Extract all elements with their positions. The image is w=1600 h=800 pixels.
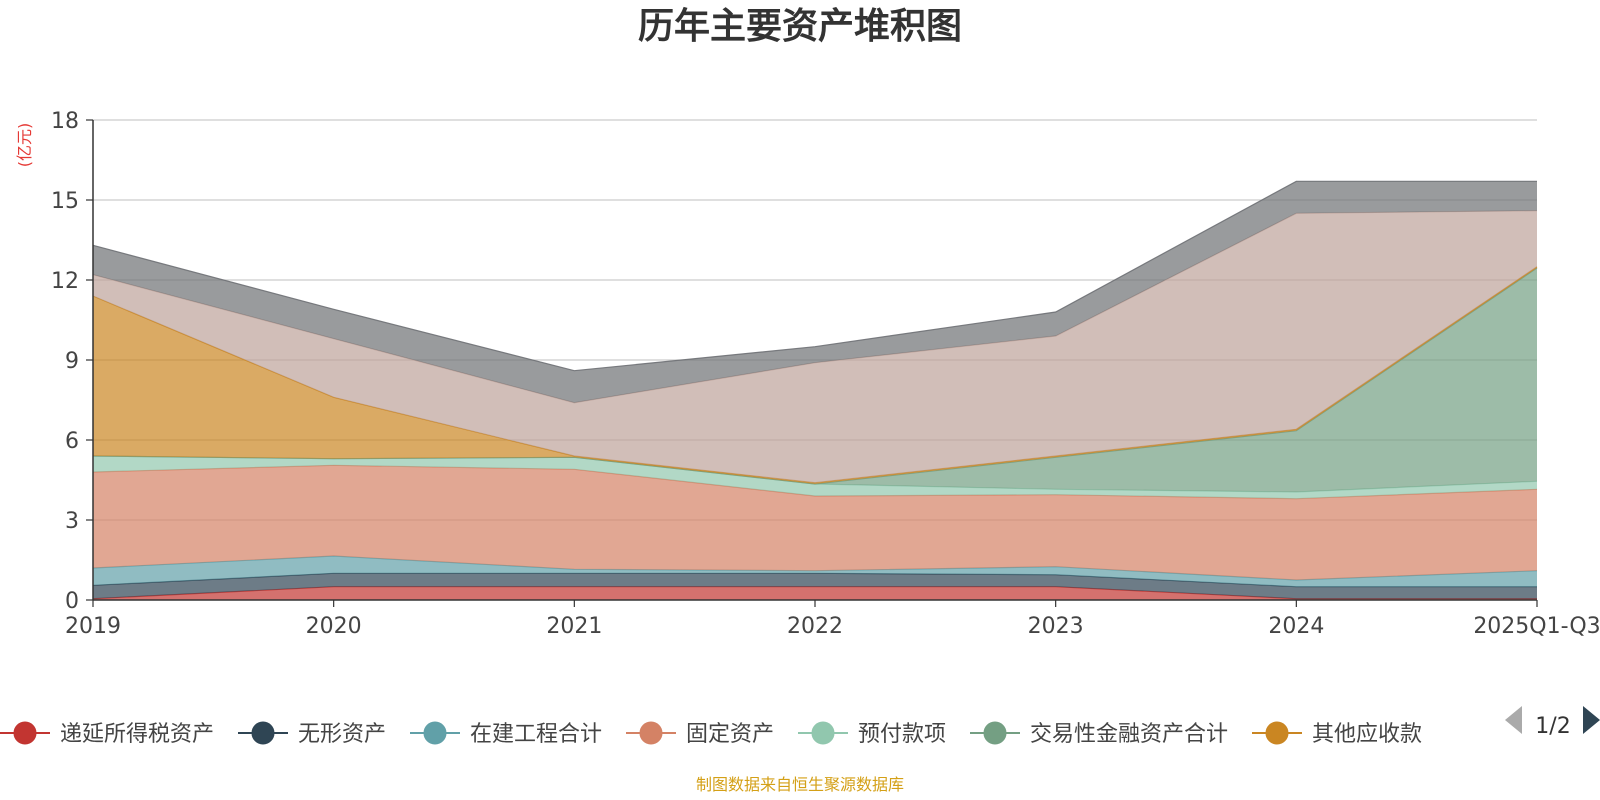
legend-item-1[interactable]: 递延所得税资产 xyxy=(0,721,214,747)
area-series-1[interactable] xyxy=(93,586,1537,600)
x-tick-label: 2023 xyxy=(1028,614,1084,639)
legend-label: 预付款项 xyxy=(858,722,946,747)
y-tick-label: 3 xyxy=(65,509,79,534)
axis-layer: 0 3 6 9 12 15 18 2019 2020 2021 2022 2023 2024 2025Q1… xyxy=(51,109,1600,639)
chart-title: 历年主要资产堆积图 xyxy=(638,6,962,47)
legend-label: 其他应收款 xyxy=(1312,722,1422,747)
area-series-2[interactable] xyxy=(93,573,1537,599)
area-series-8[interactable] xyxy=(93,210,1537,483)
legend-item-6[interactable]: 交易性金融资产合计 xyxy=(970,721,1228,747)
data-source-note: 制图数据来自恒生聚源数据库 xyxy=(696,775,904,794)
area-series-6[interactable] xyxy=(93,268,1537,492)
legend-page-indicator: 1/2 xyxy=(1535,714,1570,739)
area-layer xyxy=(92,180,1538,600)
x-tick-label: 2021 xyxy=(546,614,602,639)
legend-label: 在建工程合计 xyxy=(470,722,602,747)
y-axis-unit: (亿元) xyxy=(15,123,34,168)
y-tick-label: 0 xyxy=(65,589,79,614)
x-tick-label: 2025Q1-Q3 xyxy=(1473,614,1600,639)
area-series-3[interactable] xyxy=(93,556,1537,587)
legend-marker-icon xyxy=(983,721,1007,745)
area-series-5[interactable] xyxy=(93,456,1537,499)
next-page-icon[interactable] xyxy=(1583,706,1600,734)
area-series-4[interactable] xyxy=(93,465,1537,580)
legend-marker-icon xyxy=(1265,721,1289,745)
area-series-9[interactable] xyxy=(93,181,1537,403)
legend-label: 固定资产 xyxy=(686,722,774,747)
legend-label: 无形资产 xyxy=(298,722,386,747)
legend-marker-icon xyxy=(639,721,663,745)
x-tick-label: 2022 xyxy=(787,614,843,639)
legend-item-7[interactable]: 其他应收款 xyxy=(1252,721,1422,747)
legend-item-2[interactable]: 无形资产 xyxy=(238,721,386,747)
legend-item-4[interactable]: 固定资产 xyxy=(626,721,774,747)
legend-marker-icon xyxy=(13,721,37,745)
y-tick-label: 6 xyxy=(65,429,79,454)
prev-page-icon[interactable] xyxy=(1505,706,1522,734)
legend-label: 交易性金融资产合计 xyxy=(1030,722,1228,747)
legend-marker-icon xyxy=(811,721,835,745)
legend: 递延所得税资产 无形资产 在建工程合计 固定资产 预付款项 交易性金融资产合计 其他应收款 xyxy=(0,721,1422,747)
x-tick-label: 2024 xyxy=(1268,614,1324,639)
y-tick-label: 9 xyxy=(65,349,79,374)
legend-item-3[interactable]: 在建工程合计 xyxy=(410,721,602,747)
legend-pager: 1/2 xyxy=(1505,706,1600,739)
legend-marker-icon xyxy=(251,721,275,745)
y-tick-label: 12 xyxy=(51,269,79,294)
x-tick-label: 2020 xyxy=(306,614,362,639)
legend-label: 递延所得税资产 xyxy=(60,722,214,747)
x-tick-label: 2019 xyxy=(65,614,121,639)
y-tick-label: 15 xyxy=(51,189,79,214)
legend-item-5[interactable]: 预付款项 xyxy=(798,721,946,747)
y-tick-label: 18 xyxy=(51,109,79,134)
area-series-7[interactable] xyxy=(93,266,1537,484)
area-series-line-9 xyxy=(92,180,1537,372)
legend-marker-icon xyxy=(423,721,447,745)
